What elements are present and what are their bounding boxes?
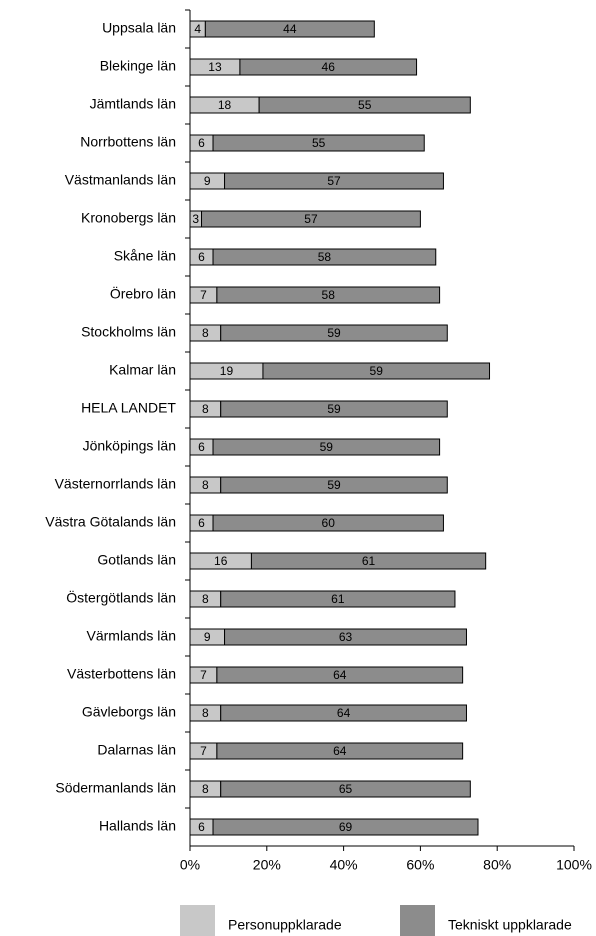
- legend-label: Tekniskt uppklarade: [448, 917, 572, 933]
- y-tick-label: Kronobergs län: [81, 210, 176, 226]
- data-label: 8: [202, 592, 209, 606]
- data-label: 6: [198, 250, 205, 264]
- y-tick-label: Södermanlands län: [55, 780, 176, 796]
- data-label: 9: [204, 174, 211, 188]
- data-label: 61: [331, 592, 345, 606]
- bar-segment: [216, 286, 441, 304]
- data-label: 16: [214, 554, 228, 568]
- data-label: 61: [362, 554, 376, 568]
- data-label: 7: [200, 288, 207, 302]
- bar-segment: [204, 20, 375, 38]
- bar-segment: [224, 628, 467, 646]
- data-label: 13: [208, 60, 222, 74]
- y-tick-label: Stockholms län: [81, 324, 176, 340]
- bar-segment: [216, 666, 464, 684]
- bar-segment: [212, 134, 425, 152]
- data-label: 44: [283, 22, 297, 36]
- bar-segment: [216, 742, 464, 760]
- data-label: 59: [327, 478, 341, 492]
- data-label: 4: [194, 22, 201, 36]
- bar-segment: [224, 172, 444, 190]
- y-tick-label: HELA LANDET: [81, 400, 176, 416]
- data-label: 59: [320, 440, 334, 454]
- bar-segment: [201, 210, 421, 228]
- y-tick-label: Kalmar län: [109, 362, 176, 378]
- data-label: 59: [327, 326, 341, 340]
- bar-segment: [239, 58, 418, 76]
- data-label: 63: [339, 630, 353, 644]
- bar-segment: [212, 248, 437, 266]
- y-tick-label: Skåne län: [114, 248, 176, 264]
- bar-segment: [220, 704, 467, 722]
- data-label: 6: [198, 440, 205, 454]
- bar-segment: [262, 362, 491, 380]
- data-label: 64: [333, 744, 347, 758]
- y-tick-label: Värmlands län: [87, 628, 177, 644]
- legend-swatch: [180, 905, 215, 936]
- data-label: 69: [339, 820, 353, 834]
- bar-segment: [212, 438, 441, 456]
- data-label: 8: [202, 402, 209, 416]
- y-tick-label: Västerbottens län: [67, 666, 176, 682]
- data-label: 60: [322, 516, 336, 530]
- bar-segment: [212, 818, 479, 836]
- data-label: 8: [202, 782, 209, 796]
- data-label: 6: [198, 136, 205, 150]
- y-tick-label: Västernorrlands län: [55, 476, 176, 492]
- data-label: 55: [312, 136, 326, 150]
- bar-segment: [220, 590, 456, 608]
- legend-swatch: [400, 905, 435, 936]
- y-tick-label: Örebro län: [110, 285, 176, 302]
- data-label: 18: [218, 98, 232, 112]
- data-label: 65: [339, 782, 353, 796]
- y-tick-label: Jämtlands län: [90, 96, 176, 112]
- data-label: 58: [322, 288, 336, 302]
- data-label: 7: [200, 744, 207, 758]
- data-label: 46: [322, 60, 336, 74]
- data-label: 59: [327, 402, 341, 416]
- data-label: 9: [204, 630, 211, 644]
- y-tick-label: Västra Götalands län: [45, 514, 176, 530]
- data-label: 64: [333, 668, 347, 682]
- data-label: 8: [202, 326, 209, 340]
- bar-segment: [220, 400, 448, 418]
- bar-segment: [250, 552, 487, 570]
- bar-segment: [220, 476, 448, 494]
- y-tick-label: Uppsala län: [102, 20, 176, 36]
- data-label: 8: [202, 706, 209, 720]
- bar-segment: [220, 324, 448, 342]
- data-label: 58: [318, 250, 332, 264]
- data-label: 55: [358, 98, 372, 112]
- y-tick-label: Gotlands län: [97, 552, 176, 568]
- y-tick-label: Jönköpings län: [83, 438, 176, 454]
- data-label: 59: [370, 364, 384, 378]
- data-label: 6: [198, 820, 205, 834]
- bar-segment: [258, 96, 471, 114]
- y-tick-label: Norrbottens län: [80, 134, 176, 150]
- bar-segment: [220, 780, 471, 798]
- x-tick-label: 40%: [330, 857, 358, 873]
- y-tick-label: Östergötlands län: [66, 589, 176, 606]
- y-tick-label: Blekinge län: [100, 58, 176, 74]
- data-label: 64: [337, 706, 351, 720]
- y-tick-label: Gävleborgs län: [82, 704, 176, 720]
- x-tick-label: 80%: [483, 857, 511, 873]
- data-label: 7: [200, 668, 207, 682]
- legend-label: Personuppklarade: [228, 917, 342, 933]
- data-label: 6: [198, 516, 205, 530]
- data-label: 19: [220, 364, 234, 378]
- y-tick-label: Västmanlands län: [65, 172, 176, 188]
- data-label: 57: [304, 212, 318, 226]
- data-label: 57: [327, 174, 341, 188]
- y-tick-label: Hallands län: [99, 818, 176, 834]
- data-label: 8: [202, 478, 209, 492]
- x-tick-label: 0%: [180, 857, 200, 873]
- x-tick-label: 20%: [253, 857, 281, 873]
- x-tick-label: 100%: [556, 857, 592, 873]
- y-tick-label: Dalarnas län: [97, 742, 176, 758]
- data-label: 3: [192, 212, 199, 226]
- x-tick-label: 60%: [406, 857, 434, 873]
- bar-segment: [212, 514, 444, 532]
